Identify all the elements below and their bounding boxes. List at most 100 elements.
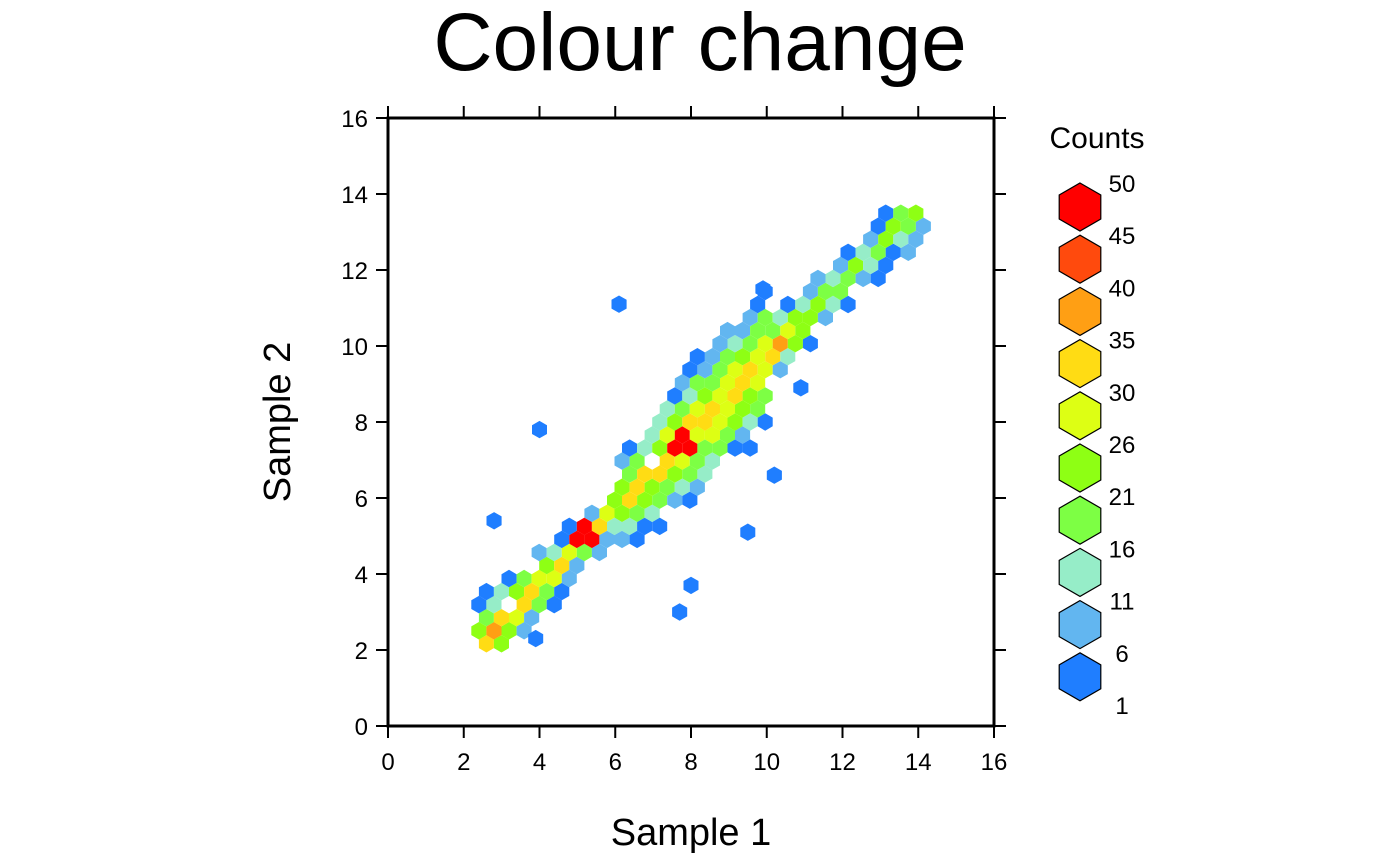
hexbin-cell	[833, 256, 849, 275]
hexbin-cell	[539, 582, 555, 601]
hexbin-cell	[561, 517, 577, 536]
hexbin-cell	[787, 335, 803, 353]
hexbin-cell	[893, 204, 909, 222]
hexbin-cells	[471, 204, 931, 653]
hexbin-cell	[689, 452, 705, 470]
hexbin-cell	[765, 321, 781, 340]
hexbin-cell	[493, 609, 509, 627]
hexbin-cell	[780, 295, 796, 314]
hexbin-cell	[742, 439, 758, 457]
chart-title: Colour change	[433, 0, 966, 88]
hexbin-cell	[622, 439, 638, 457]
hexbin-cell	[810, 295, 826, 314]
hexbin-cell	[712, 387, 728, 405]
hexbin-cell	[546, 543, 562, 562]
legend-label: 45	[1109, 223, 1136, 250]
hexbin-cell	[682, 491, 698, 509]
y-tick-label: 0	[355, 714, 368, 741]
hexbin-cell-outlier	[528, 629, 544, 648]
legend-label: 40	[1109, 275, 1136, 302]
hexbin-cell	[704, 426, 720, 444]
hexbin-cell	[720, 426, 735, 444]
hexbin-cell	[637, 465, 653, 483]
hexbin-cell	[644, 478, 660, 496]
hexbin-cell	[712, 439, 728, 457]
hexbin-cell	[870, 269, 886, 288]
hexbin-cell-outlier	[672, 603, 688, 621]
hexbin-cell	[614, 452, 630, 470]
hexbin-cell	[591, 517, 607, 536]
hexbin-cell	[599, 504, 615, 522]
y-tick-label: 16	[341, 106, 368, 133]
hexbin-cell	[742, 413, 758, 431]
hexbin-cell	[652, 491, 668, 509]
hexbin-cell-outlier	[755, 280, 771, 298]
hexbin-cell	[704, 452, 720, 470]
hexbin-cell	[659, 452, 675, 470]
hexbin-cell	[501, 622, 517, 640]
hexbin-cell	[516, 569, 532, 588]
hexbin-cell	[501, 569, 517, 588]
hexbin-cell	[772, 308, 788, 327]
legend-label: 16	[1109, 536, 1136, 563]
legend-swatch	[1058, 286, 1102, 337]
hexbin-cell	[637, 491, 653, 509]
hexbin-cell	[795, 295, 811, 314]
hexbin-cell	[614, 504, 630, 522]
hexbin-cell	[539, 556, 555, 575]
hexbin-cell	[576, 517, 592, 536]
x-tick-label: 8	[684, 749, 697, 776]
hexbin-cell	[727, 335, 743, 353]
axis-ticks: 0 2 4 6 8 10 12 14 16 0 2 4 6 8 10 12 14 16	[341, 106, 1007, 776]
hexbin-cell	[674, 426, 690, 444]
hexbin-cell	[915, 217, 931, 235]
hexbin-cell	[833, 282, 849, 301]
hexbin-cell	[659, 400, 675, 418]
hexbin-cell	[607, 517, 622, 536]
hexbin-cell	[840, 295, 856, 314]
hexbin-cell	[727, 361, 743, 379]
hexbin-cell	[825, 269, 841, 288]
hexbin-cell	[757, 361, 773, 379]
hexbin-cell	[697, 387, 713, 405]
x-tick-label: 2	[457, 749, 470, 776]
hexbin-cell	[727, 387, 743, 405]
hexbin-cell	[727, 439, 743, 457]
hexbin-cell	[870, 243, 886, 261]
hexbin-cell	[524, 609, 540, 627]
x-tick-label: 14	[905, 749, 932, 776]
hexbin-cell	[622, 517, 638, 536]
hexbin-cell	[750, 295, 766, 314]
legend-label: 1	[1115, 693, 1128, 720]
hexbin-cell	[622, 465, 638, 483]
hexbin-cell	[742, 387, 758, 405]
x-tick-label: 6	[609, 749, 622, 776]
hexbin-cell	[900, 217, 916, 235]
hexbin-cell	[780, 321, 796, 340]
hexbin-cell	[554, 530, 570, 549]
y-tick-label: 6	[355, 486, 368, 513]
hexbin-cell	[689, 400, 705, 418]
hexbin-cell	[554, 556, 570, 575]
x-tick-label: 10	[753, 749, 780, 776]
hexbin-cell	[697, 439, 713, 457]
hexbin-cell	[531, 595, 547, 614]
hexbin-cell	[720, 321, 735, 340]
hexbin-cell-outlier	[611, 295, 627, 313]
hexbin-cell	[735, 400, 751, 418]
hexbin-cell	[682, 465, 698, 483]
hexbin-cell	[659, 478, 675, 496]
hexbin-cell	[742, 335, 758, 353]
hexbin-cell	[614, 478, 630, 496]
hexbin-cell	[712, 413, 728, 431]
hexbin-cell	[750, 400, 766, 418]
hexbin-cell	[674, 478, 690, 496]
hexbin-cell	[712, 335, 728, 353]
hexbin-cell	[757, 308, 773, 327]
hexbin-cell	[478, 609, 494, 627]
hexbin-cell	[704, 374, 720, 392]
legend-swatch	[1058, 495, 1102, 545]
hexbin-cell	[757, 413, 773, 431]
hexbin-cell	[704, 348, 720, 366]
hexbin-cell	[682, 361, 698, 379]
